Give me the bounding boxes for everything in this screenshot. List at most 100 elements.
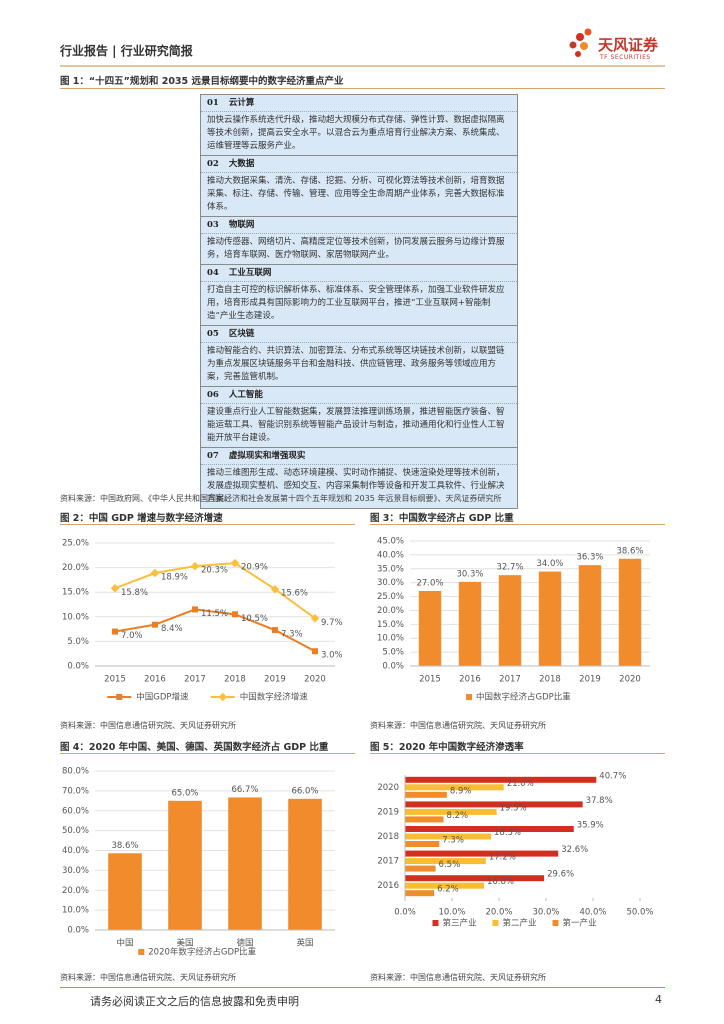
section-text: 建设重点行业人工智能数据集，发展算法推理训练场景，推进智能医疗装备、智能运载工具… xyxy=(207,407,505,443)
page-number: 4 xyxy=(655,993,662,1006)
source: 资料来源：中国信息通信研究院、天风证券研究所 xyxy=(60,973,236,982)
point xyxy=(270,585,280,594)
figure-title: 图 4：2020 年中国、美国、德国、英国数字经济占 GDP 比重 xyxy=(60,742,329,753)
title-rule xyxy=(60,88,665,89)
title-rule xyxy=(370,524,665,525)
y-tick-label: 0.0% xyxy=(382,662,404,672)
section-header: 04 工业互联网 xyxy=(201,265,517,282)
y-tick-label: 25.0% xyxy=(377,592,404,602)
section-number: 02 xyxy=(207,159,219,169)
table-section: 04 工业互联网打造自主可控的标识解析体系、标准体系、安全管理体系，加强工业软件研… xyxy=(201,265,517,326)
table-section: 03 物联网 推动传感器、网络切片、高精度定位等技术创新，协同发展云服务与边缘计算服… xyxy=(201,217,517,265)
x-tick-label: 中国 xyxy=(116,938,133,949)
section-body: 加快云操作系统迭代升级，推动超大规模分布式存储、弹性计算、数据虚拟隔离等技术创新… xyxy=(201,112,517,155)
point xyxy=(232,611,238,618)
section-body: 推动传感器、网络切片、高精度定位等技术创新，协同发展云服务与边缘计算服务，培育车… xyxy=(201,234,517,264)
point xyxy=(112,628,118,635)
value-label: 65.0% xyxy=(171,788,198,798)
value-label: 17.2% xyxy=(489,853,516,863)
footer-rule xyxy=(60,987,665,988)
value-label: 7.3% xyxy=(281,630,303,640)
x-tick-label: 美国 xyxy=(176,938,193,949)
value-label: 6.5% xyxy=(439,860,461,870)
y-tick-label: 2017 xyxy=(377,857,399,867)
y-tick-label: 20.0% xyxy=(62,886,89,896)
series-line xyxy=(114,562,316,620)
value-label: 37.8% xyxy=(586,796,613,806)
y-tick-label: 2019 xyxy=(377,807,399,817)
point xyxy=(312,648,318,655)
y-tick-label: 25.0% xyxy=(62,539,89,549)
y-tick-label: 2020 xyxy=(377,783,399,793)
section-text: 推动智能合约、共识算法、加密算法、分布式系统等区块链技术创新，以联盟链为重点发展… xyxy=(207,346,505,382)
y-tick-label: 5.0% xyxy=(382,648,404,658)
value-label: 6.2% xyxy=(437,885,459,895)
point xyxy=(192,606,198,613)
table-section: 05 区块链推动智能合约、共识算法、加密算法、分布式系统等区块链技术创新，以联盟链… xyxy=(201,326,517,387)
section-name: 虚拟现实和增强现实 xyxy=(228,451,306,461)
bar xyxy=(618,558,642,666)
y-tick-label: 50.0% xyxy=(62,826,89,836)
section-body: 打造自主可控的标识解析体系、标准体系、安全管理体系，加强工业软件研发应用，培育形… xyxy=(201,282,517,325)
legend-label: 2020年数字经济占GDP比重 xyxy=(148,947,256,958)
bar xyxy=(498,575,522,666)
bar xyxy=(405,882,484,889)
value-label: 66.0% xyxy=(291,786,318,796)
section-text: 推动传感器、网络切片、高精度定位等技术创新，协同发展云服务与边缘计算服务，培育车… xyxy=(207,237,505,260)
section-header: 01 云计算 xyxy=(201,95,517,112)
bar xyxy=(458,581,482,666)
y-tick-label: 5.0% xyxy=(67,637,89,647)
value-label: 18.9% xyxy=(161,573,188,583)
value-label: 9.7% xyxy=(321,618,343,628)
x-tick-label: 2017 xyxy=(184,675,206,685)
bar xyxy=(405,858,486,865)
section-name: 物联网 xyxy=(228,220,255,230)
logo-name: 天风证券 xyxy=(598,36,659,54)
section-name: 大数据 xyxy=(228,159,255,169)
y-tick-label: 10.0% xyxy=(62,906,89,916)
value-label: 16.8% xyxy=(487,877,514,887)
legend-swatch xyxy=(138,949,145,955)
title-rule xyxy=(370,753,665,754)
bar xyxy=(405,808,497,815)
industry-table: 01 云计算加快云操作系统迭代升级，推动超大规模分布式存储、弹性计算、数据虚拟隔离… xyxy=(200,94,518,509)
value-label: 11.5% xyxy=(201,609,228,619)
x-tick-label: 2017 xyxy=(499,675,521,685)
source: 资料来源：中国政府网、《中华人民共和国国民经济和社会发展第十四个五年规划和 20… xyxy=(60,494,502,503)
x-tick-label: 2016 xyxy=(144,675,166,685)
y-tick-label: 15.0% xyxy=(377,620,404,630)
figure-title: 图 1：“十四五”规划和 2035 远景目标纲要中的数字经济重点产业 xyxy=(60,76,344,87)
section-header: 05 区块链 xyxy=(201,326,517,343)
figure-title: 图 2：中国 GDP 增速与数字经济增速 xyxy=(60,513,223,524)
section-text: 加快云操作系统迭代升级，推动超大规模分布式存储、弹性计算、数据虚拟隔离等技术创新… xyxy=(207,115,505,151)
section-text: 打造自主可控的标识解析体系、标准体系、安全管理体系，加强工业软件研发应用，培育形… xyxy=(207,285,505,321)
section-number: 05 xyxy=(207,329,219,339)
figure-title: 图 5：2020 年中国数字经济渗透率 xyxy=(370,742,524,753)
bar xyxy=(288,798,322,930)
x-tick-label: 30.0% xyxy=(532,908,559,918)
section-text: 推动大数据采集、清洗、存储、挖掘、分析、可视化算法等技术创新，培育数据采集、标注… xyxy=(207,176,505,212)
section-number: 04 xyxy=(207,268,219,278)
x-tick-label: 10.0% xyxy=(438,908,465,918)
value-label: 7.0% xyxy=(121,631,143,641)
value-label: 29.6% xyxy=(547,870,574,880)
source: 资料来源：中国信息通信研究院、天风证券研究所 xyxy=(60,721,236,730)
x-tick-label: 2015 xyxy=(419,675,441,685)
y-tick-label: 30.0% xyxy=(377,578,404,588)
legend-swatch xyxy=(466,694,472,700)
y-tick-label: 20.0% xyxy=(62,563,89,573)
section-body: 推动智能合约、共识算法、加密算法、分布式系统等区块链技术创新，以联盟链为重点发展… xyxy=(201,343,517,386)
section-header: 02 大数据 xyxy=(201,156,517,173)
bar xyxy=(405,826,574,832)
x-tick-label: 20.0% xyxy=(485,908,512,918)
value-label: 18.3% xyxy=(494,828,521,838)
bar xyxy=(405,850,559,857)
value-label: 3.0% xyxy=(321,651,343,661)
y-tick-label: 60.0% xyxy=(62,806,89,816)
section-number: 01 xyxy=(207,98,219,108)
point xyxy=(272,627,278,634)
bar xyxy=(578,565,602,666)
section-number: 06 xyxy=(207,390,219,400)
y-tick-label: 10.0% xyxy=(62,612,89,622)
